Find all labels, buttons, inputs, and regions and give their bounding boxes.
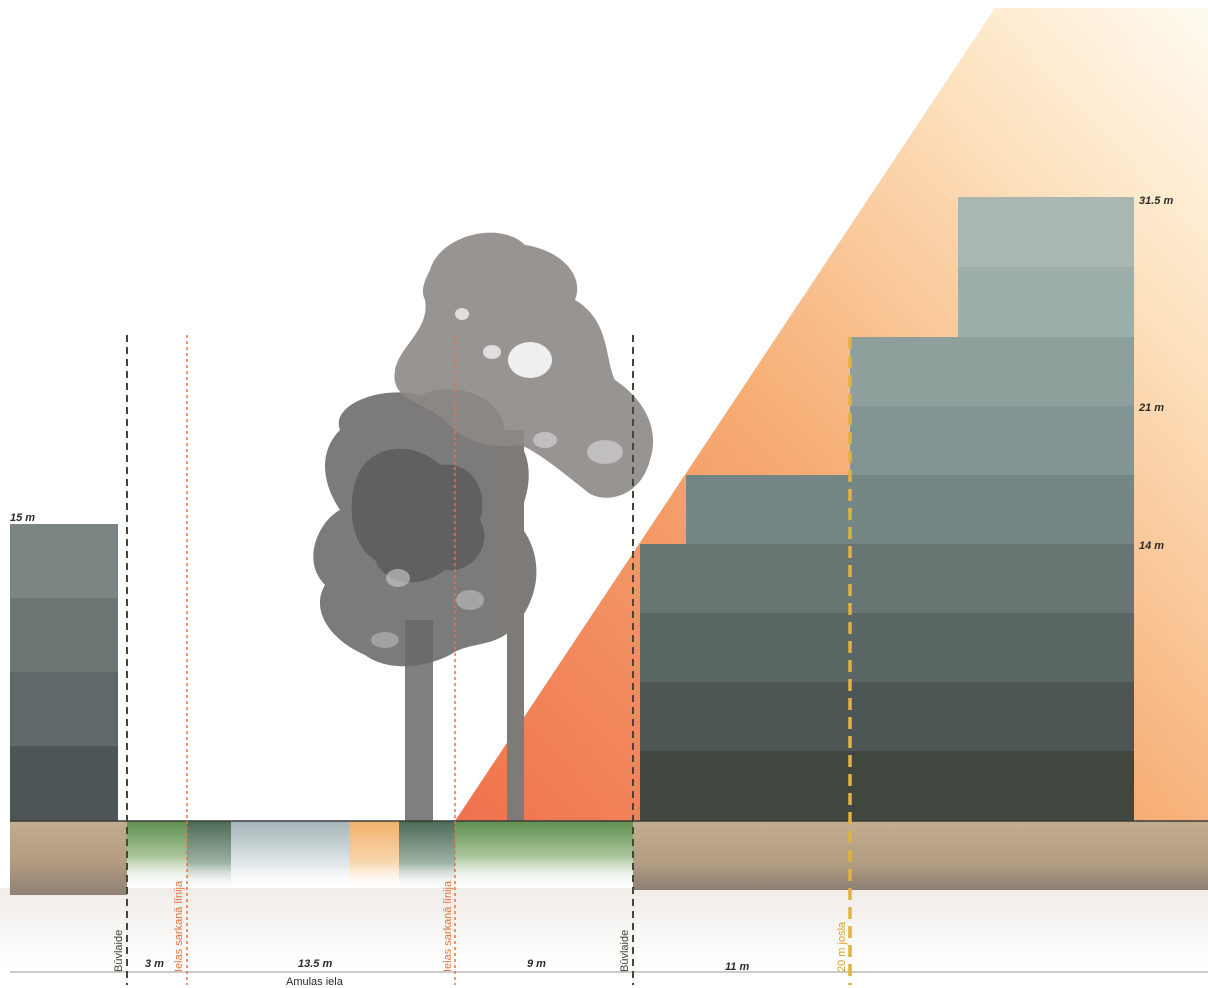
- right-building: [640, 197, 1134, 821]
- tree-left: [313, 389, 537, 821]
- left-building: [10, 524, 118, 821]
- red-line-right-label: Ielas sarkanā līnija: [442, 880, 454, 972]
- height-label-left: 15 m: [10, 512, 35, 524]
- buvlaide-left-label: Būvlaide: [113, 930, 125, 972]
- width-label-9m: 9 m: [527, 958, 546, 970]
- guide-lines: [126, 335, 852, 985]
- width-label-3m: 3 m: [145, 958, 164, 970]
- zone-label: 20 m josla: [836, 921, 848, 972]
- red-line-left-label: Ielas sarkanā līnija: [173, 880, 185, 972]
- street-name: Amulas iela: [286, 976, 344, 988]
- height-label-low: 14 m: [1139, 540, 1164, 552]
- ground-section: [0, 820, 1208, 973]
- width-label-13-5m: 13.5 m: [298, 958, 332, 970]
- tree-right: [394, 232, 654, 821]
- height-label-mid: 21 m: [1138, 402, 1164, 414]
- buvlaide-right-label: Būvlaide: [619, 930, 631, 972]
- width-label-11m: 11 m: [725, 961, 749, 973]
- height-label-top: 31.5 m: [1139, 195, 1173, 207]
